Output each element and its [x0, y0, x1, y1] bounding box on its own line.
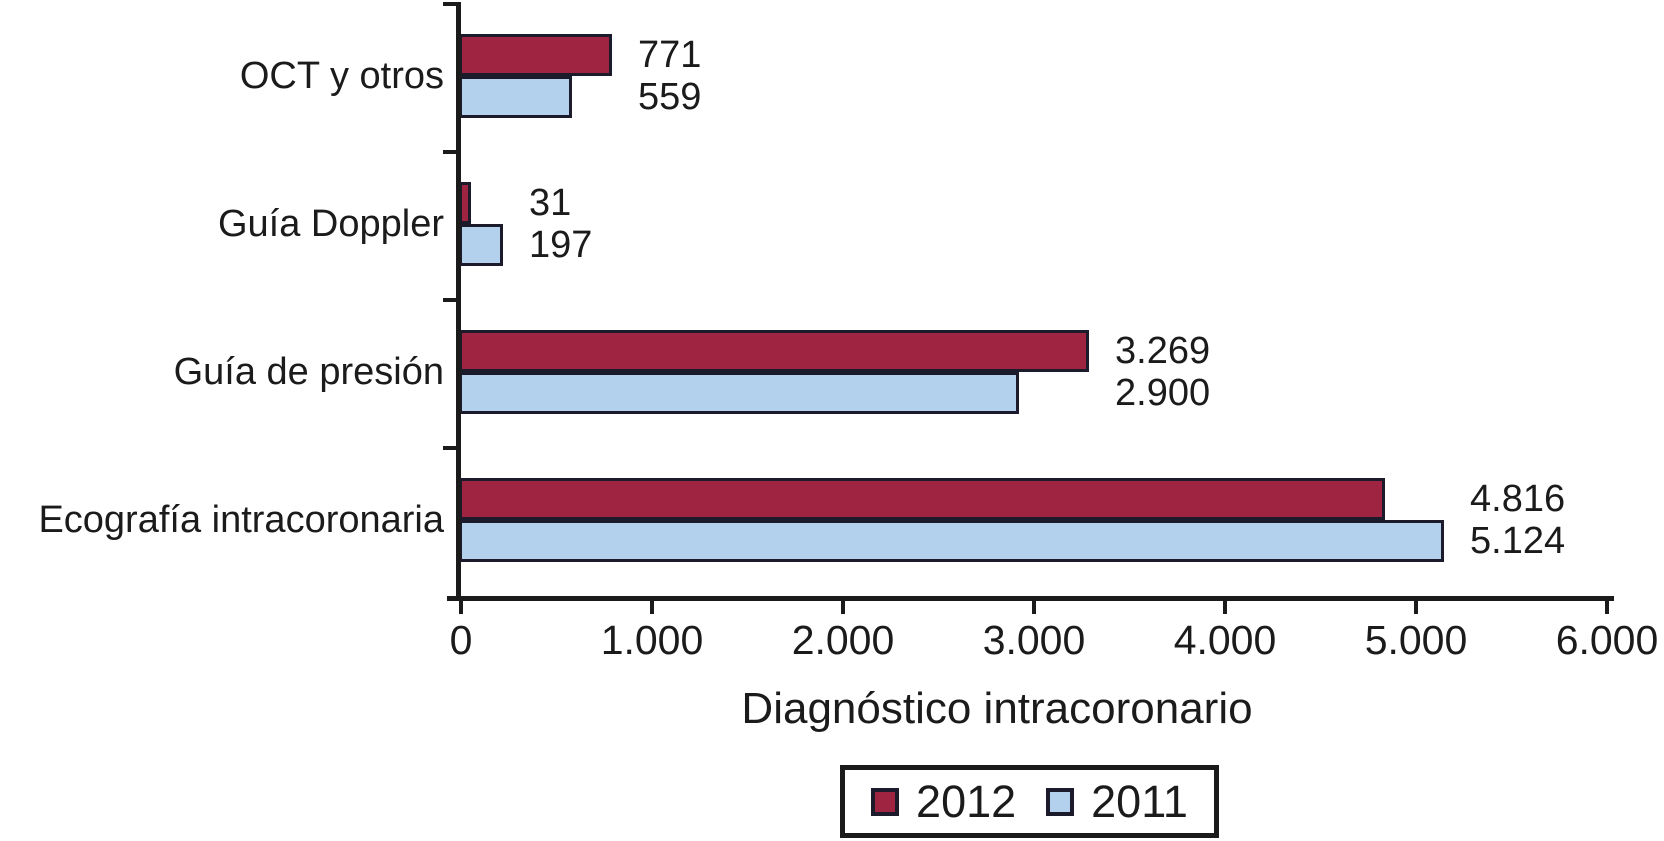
x-tick-label: 3.000 — [982, 617, 1086, 663]
y-axis-tick — [443, 150, 458, 154]
x-axis-tick — [841, 601, 845, 614]
value-label-2012: 771 — [638, 34, 702, 76]
value-label-2011: 197 — [529, 224, 593, 266]
legend-swatch-2012 — [871, 787, 900, 816]
value-label-2012: 3.269 — [1115, 330, 1211, 372]
bar-2012 — [459, 330, 1089, 372]
bar-2011 — [459, 76, 572, 118]
legend: 2012 2011 — [840, 765, 1219, 838]
category-label: Guía de presión — [173, 351, 444, 393]
value-label-2012: 31 — [529, 182, 572, 224]
value-label-2012: 4.816 — [1470, 478, 1566, 520]
legend-label-2012: 2012 — [916, 776, 1017, 827]
x-axis-line — [447, 596, 1614, 601]
value-label-2011: 5.124 — [1470, 520, 1566, 562]
x-tick-label: 5.000 — [1364, 617, 1468, 663]
x-axis-tick — [459, 601, 463, 614]
x-tick-label: 1.000 — [600, 617, 704, 663]
bar-2011 — [459, 520, 1444, 562]
x-tick-label: 0 — [449, 617, 473, 663]
x-axis-title: Diagnóstico intracoronario — [741, 684, 1253, 733]
x-axis-tick — [1223, 601, 1227, 614]
x-axis-tick — [1414, 601, 1418, 614]
legend-entry-2012: 2012 — [871, 779, 1016, 824]
bar-2011 — [459, 224, 503, 266]
category-label: Guía Doppler — [217, 203, 444, 245]
y-axis-line — [456, 2, 461, 601]
legend-entry-2011: 2011 — [1046, 779, 1188, 824]
bar-2011 — [459, 372, 1019, 414]
x-axis-tick — [1032, 601, 1036, 614]
y-axis-tick — [443, 298, 458, 302]
y-axis-tick — [443, 446, 458, 450]
legend-swatch-2011 — [1046, 787, 1075, 816]
value-label-2011: 559 — [638, 76, 702, 118]
x-tick-label: 2.000 — [791, 617, 895, 663]
value-label-2011: 2.900 — [1115, 372, 1211, 414]
bar-2012 — [459, 478, 1385, 520]
x-tick-label: 4.000 — [1173, 617, 1277, 663]
legend-label-2011: 2011 — [1091, 776, 1188, 827]
x-tick-label: 6.000 — [1555, 617, 1659, 663]
x-axis-tick — [1605, 601, 1609, 614]
x-axis-tick — [650, 601, 654, 614]
y-axis-tick — [443, 2, 458, 6]
bar-2012 — [459, 34, 612, 76]
category-label: OCT y otros — [239, 55, 444, 97]
category-label: Ecografía intracoronaria — [38, 499, 444, 541]
